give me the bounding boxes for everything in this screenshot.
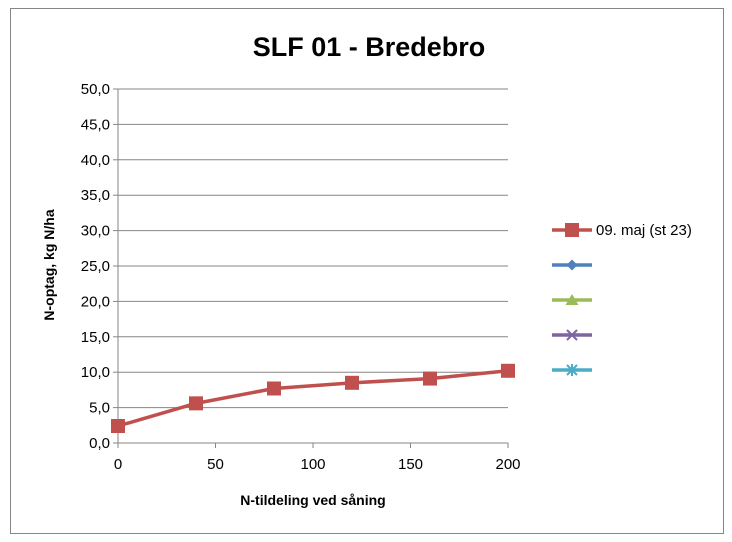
legend-marker: [565, 223, 579, 237]
legend-marker: [566, 329, 578, 341]
legend-label: 09. maj (st 23): [596, 222, 692, 239]
y-tick-label: 15,0: [81, 329, 110, 346]
y-axis-label: N-optag, kg N/ha: [41, 209, 57, 320]
x-tick-label: 150: [398, 456, 423, 473]
legend-item[interactable]: [552, 329, 592, 341]
data-point: [189, 396, 203, 411]
x-tick-label: 0: [114, 456, 122, 473]
y-tick-label: 5,0: [89, 400, 110, 417]
data-point: [111, 419, 125, 434]
series-line: [117, 369, 509, 428]
series-layer: [111, 363, 515, 434]
marker-stroke: [566, 329, 578, 341]
y-tick-label: 10,0: [81, 364, 110, 381]
gridlines: [118, 88, 508, 409]
x-tick-labels: 0 50 100 150 200: [114, 456, 521, 473]
legend-marker: [566, 259, 578, 271]
y-tick-label: 20,0: [81, 293, 110, 310]
y-tick-labels: 0,0 5,0 10,0 15,0 20,0 25,0 30,0 35,0 40,0 45,0 50…: [81, 81, 110, 452]
data-point: [423, 371, 437, 386]
y-tick-label: 25,0: [81, 258, 110, 275]
x-axis-label: N-tildeling ved såning: [240, 492, 385, 508]
x-tick-label: 50: [207, 456, 224, 473]
y-tick-label: 45,0: [81, 116, 110, 133]
y-tick-label: 40,0: [81, 152, 110, 169]
legend-item[interactable]: 09. maj (st 23): [552, 222, 692, 239]
data-point: [501, 363, 515, 378]
chart-frame: [10, 8, 724, 534]
legend-item[interactable]: [552, 259, 592, 271]
y-tick-label: 50,0: [81, 81, 110, 98]
data-point: [267, 381, 281, 396]
legend-marker: [565, 294, 579, 305]
y-tick-label: 30,0: [81, 223, 110, 240]
y-tick-label: 0,0: [89, 435, 110, 452]
data-point: [345, 375, 359, 390]
legend-marker: [566, 364, 578, 376]
y-tick-label: 35,0: [81, 187, 110, 204]
legend-item[interactable]: [552, 294, 592, 305]
legend-item[interactable]: [552, 364, 592, 376]
x-tick-label: 200: [495, 456, 520, 473]
chart-title: SLF 01 - Bredebro: [253, 32, 486, 62]
legend[interactable]: 09. maj (st 23): [552, 222, 692, 376]
axes: [113, 88, 509, 448]
x-tick-label: 100: [300, 456, 325, 473]
